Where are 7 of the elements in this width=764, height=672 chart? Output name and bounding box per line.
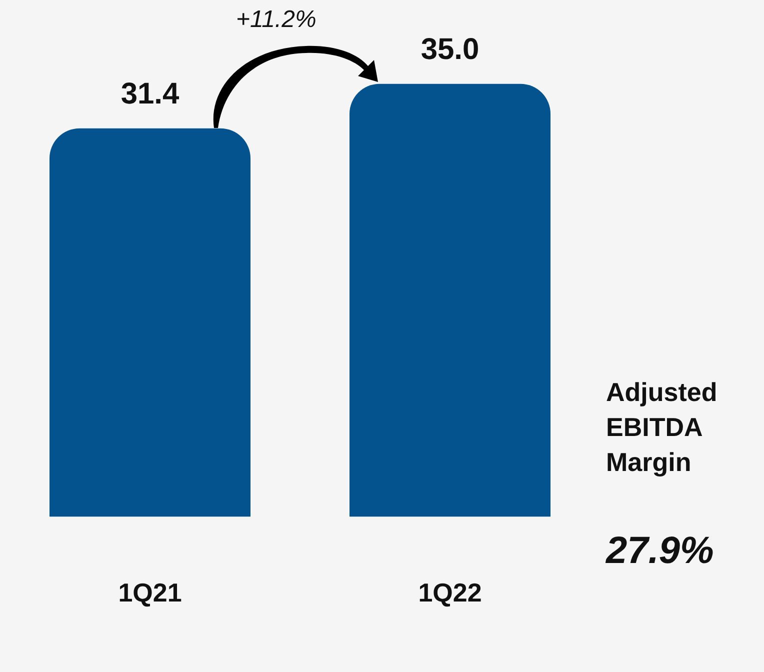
- data-label: 35.0: [420, 33, 480, 66]
- data-label: 31.4: [120, 78, 180, 111]
- text: Adjusted EBITDA Margin: [606, 376, 718, 479]
- x-tick-label: 1Q21: [118, 578, 182, 608]
- x-tick-label: 1Q22: [418, 578, 482, 608]
- text: 27.9%: [606, 530, 714, 573]
- text: +11.2%: [236, 6, 316, 34]
